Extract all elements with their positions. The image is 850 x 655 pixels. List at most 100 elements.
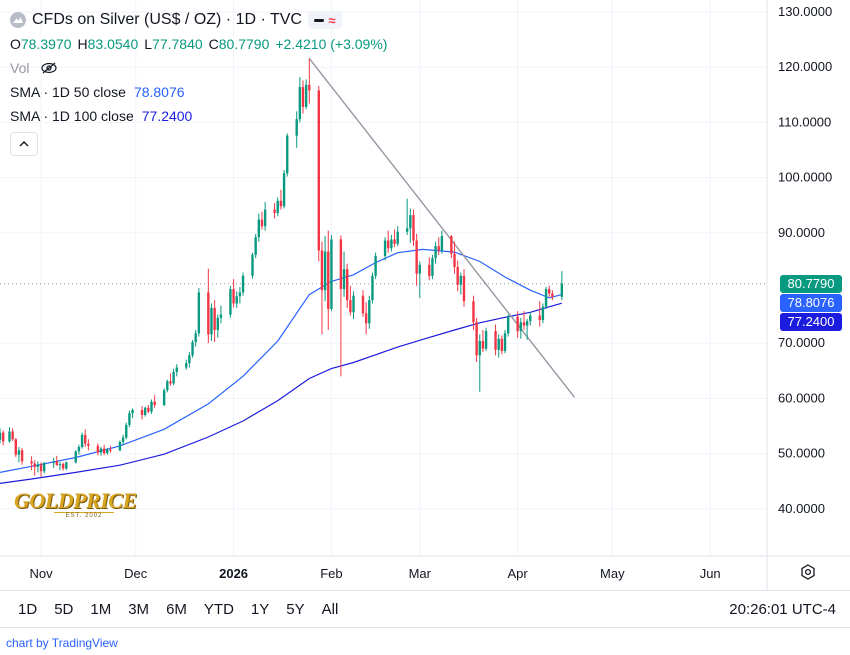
candle [440,230,444,254]
candle [525,318,529,340]
range-button-all[interactable]: All [321,600,339,618]
tradingview-link[interactable]: chart by TradingView [6,636,118,650]
sma100-row[interactable]: SMA · 1D 100 close 77.2400 [10,104,393,128]
range-buttons: 1D 5D 1M 3M 6M YTD 1Y 5Y All [0,601,338,618]
candle [263,201,267,231]
sma100-value: 77.2400 [141,108,193,124]
candle [364,302,368,335]
clock[interactable]: 20:26:01 UTC-4 [729,600,836,618]
range-button-ytd[interactable]: YTD [203,600,234,618]
sma50-row[interactable]: SMA · 1D 50 close 78.8076 [10,80,393,104]
candle [241,272,245,296]
candle [109,445,112,453]
candle [65,461,68,471]
candle [497,334,500,358]
candle [42,461,46,474]
candle [349,285,352,316]
candle [8,427,11,443]
candle [80,432,84,449]
candle [551,290,554,301]
moving-averages [0,57,576,484]
candle [544,286,548,309]
candle [207,268,210,344]
candle [77,444,81,455]
axes: 130.0000 120.0000 110.0000 100.0000 90.0000 7… [0,0,850,590]
price-chart[interactable]: 130.0000 120.0000 110.0000 100.0000 90.0000 7… [0,0,850,590]
candle [52,458,55,468]
candle [529,312,532,326]
candle [434,241,437,264]
candle [428,257,431,281]
candle [298,77,302,123]
candle [125,422,128,440]
title-row: CFDs on Silver (US$ / OZ) · 1D · TVC ≈ [10,8,393,32]
candle [484,327,488,351]
candle [185,359,188,370]
candle [273,202,276,219]
candle [55,455,59,466]
candle [169,373,172,386]
range-button-1y[interactable]: 1Y [250,600,270,618]
candle [301,80,305,114]
candle [405,198,409,236]
ohlc-value: 80.7790 [218,36,270,52]
y-tick-label: 90.0000 [778,225,825,240]
candle [194,329,197,347]
range-button-1m[interactable]: 1M [90,600,112,618]
range-button-5d[interactable]: 5D [54,600,74,618]
candle [219,305,223,324]
candle [17,446,21,463]
candle [1,430,5,446]
candle [548,285,551,297]
range-button-5y[interactable]: 5Y [286,600,305,618]
candle [251,252,254,279]
candle [33,460,36,476]
candle [519,317,523,339]
candle [14,438,17,457]
candle [102,444,106,456]
y-tick-label: 60.0000 [778,390,825,405]
ohlc-value: +2.4210 (+3.09%) [275,36,388,52]
candle [387,230,390,253]
candle [339,235,343,377]
candle [11,428,14,441]
candle [371,272,374,304]
candle [213,300,216,343]
candle [409,208,412,243]
range-button-1d[interactable]: 1D [18,600,38,618]
candle [276,197,279,217]
candle [257,213,261,242]
range-button-3m[interactable]: 3M [128,600,150,618]
collapse-legend-button[interactable] [10,132,38,156]
candle [304,79,308,110]
candle [396,226,399,247]
chart-legend: CFDs on Silver (US$ / OZ) · 1D · TVC ≈ O… [10,8,393,156]
eye-off-icon[interactable] [41,62,58,74]
candle [500,335,504,355]
goldprice-logo: GOLDPRICE EST. 2002 [14,488,137,519]
candle [327,230,330,330]
candle [188,352,191,368]
candle [472,295,475,330]
sma50-value: 78.8076 [133,84,185,100]
candle [74,450,77,464]
candle [121,434,125,445]
candle [352,291,355,319]
range-button-6m[interactable]: 6M [166,600,187,618]
ohlc-value: 78.3970 [20,36,72,52]
candle [295,111,298,148]
candle [320,241,324,335]
line-style-icon[interactable]: ≈ [307,11,342,29]
candle [39,462,43,477]
sma50-price-tag: 78.8076 [780,293,842,312]
candle [61,462,65,471]
x-tick-label: Apr [508,566,529,581]
settings-icon[interactable] [800,564,816,580]
x-tick-label: 2026 [219,566,248,581]
candle [36,461,40,473]
candle [20,448,24,465]
candle [481,329,485,353]
candle [216,314,219,338]
candle [232,279,235,308]
candles [0,58,564,477]
